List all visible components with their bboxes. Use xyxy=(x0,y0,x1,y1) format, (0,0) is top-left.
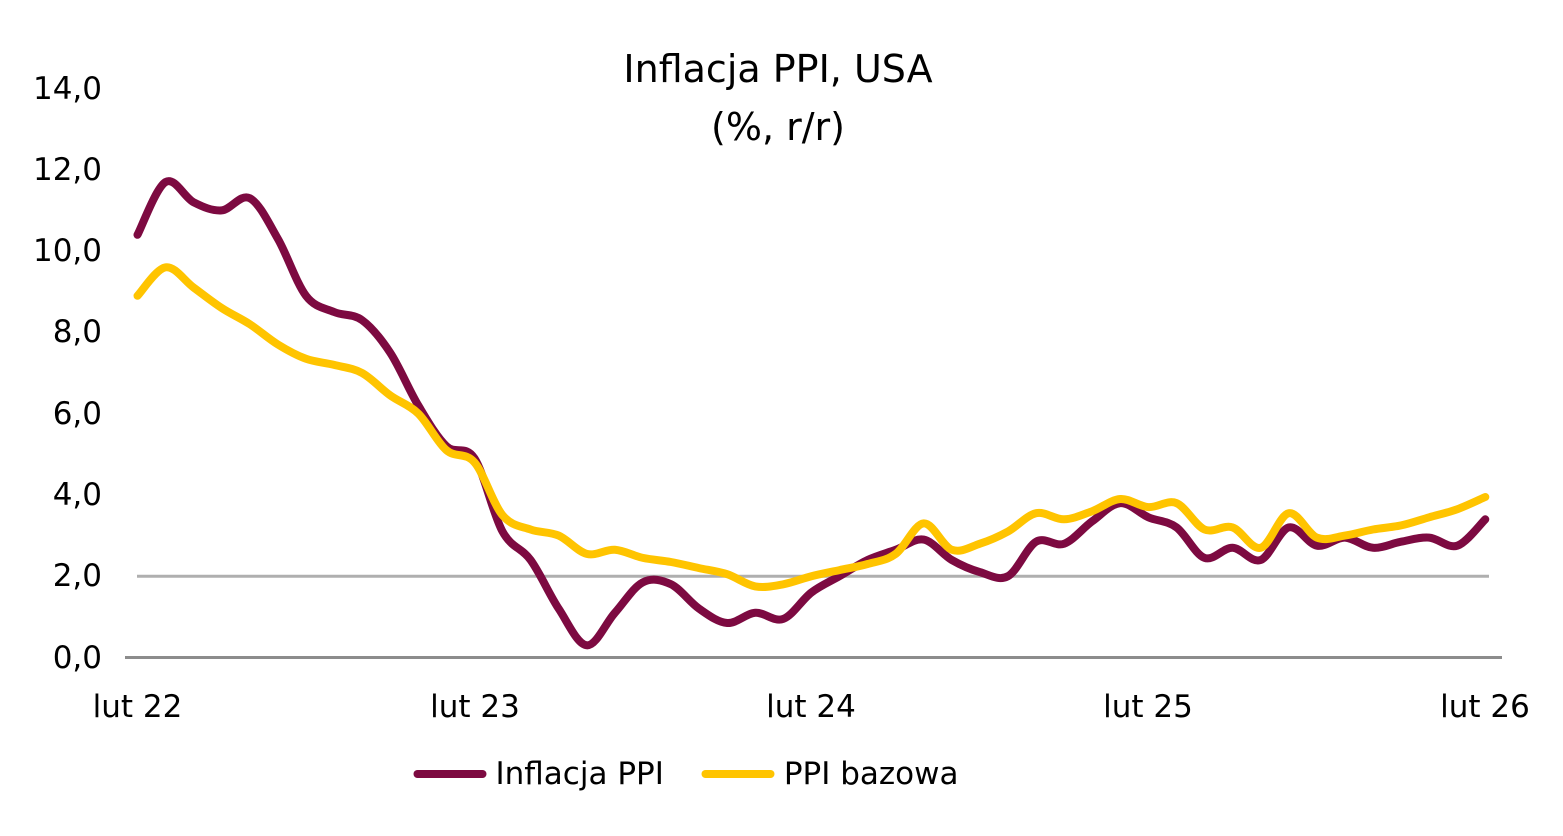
chart-title: Inflacja PPI, USA (%, r/r) xyxy=(623,40,932,156)
x-tick-lut25: lut 25 xyxy=(1103,689,1193,725)
legend-item-inflacja-ppi: Inflacja PPI xyxy=(413,756,664,792)
y-tick-2: 2,0 xyxy=(52,558,102,595)
y-tick-12: 12,0 xyxy=(32,151,102,188)
y-tick-6: 6,0 xyxy=(52,395,102,432)
x-tick-lut22: lut 22 xyxy=(92,689,183,725)
legend-label-ppi-bazowa: PPI bazowa xyxy=(783,756,959,792)
legend-label-inflacja-ppi: Inflacja PPI xyxy=(495,756,664,792)
y-tick-10: 10,0 xyxy=(32,233,102,270)
chart-title-line2: (%, r/r) xyxy=(711,105,845,149)
legend-line-swatch-inflacja-ppi xyxy=(413,770,487,778)
chart-title-line1: Inflacja PPI, USA xyxy=(623,47,933,91)
legend-item-ppi-bazowa: PPI bazowa xyxy=(701,756,959,792)
x-tick-lut26: lut 26 xyxy=(1440,689,1530,725)
series-inflacja-ppi xyxy=(133,177,1490,650)
x-tick-lut23: lut 23 xyxy=(430,689,520,725)
legend-line-swatch-ppi-bazowa xyxy=(701,770,775,778)
y-tick-0: 0,0 xyxy=(52,639,102,676)
y-tick-14: 14,0 xyxy=(32,70,102,107)
legend: Inflacja PPI PPI bazowa xyxy=(413,756,959,792)
series-ppi-bazowa xyxy=(133,263,1490,592)
y-tick-8: 8,0 xyxy=(52,314,102,351)
x-tick-lut24: lut 24 xyxy=(766,689,856,725)
y-tick-4: 4,0 xyxy=(52,476,102,513)
